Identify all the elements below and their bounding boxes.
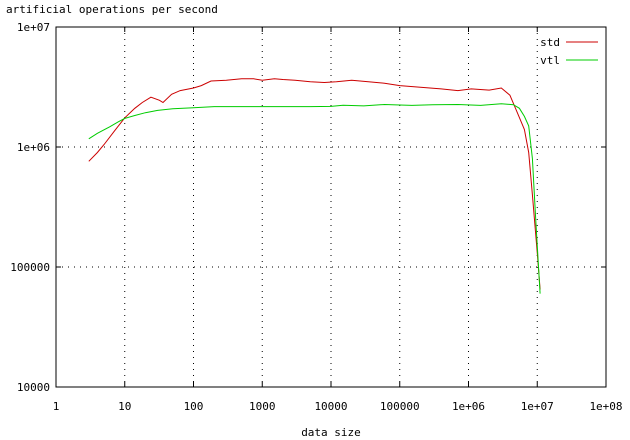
x-tick-label: 1 (53, 400, 60, 413)
y-tick-label: 1e+07 (17, 21, 50, 34)
series-lines (88, 78, 541, 294)
x-tick-label: 100000 (380, 400, 420, 413)
x-tick-label: 1e+06 (452, 400, 485, 413)
series-line-std (88, 78, 541, 290)
series-line-vtl (88, 103, 541, 294)
legend-label-std: std (540, 36, 560, 49)
x-tick-label: 10 (118, 400, 131, 413)
x-tick-label: 10000 (314, 400, 347, 413)
x-tick-label: 1e+08 (589, 400, 622, 413)
y-tick-label: 10000 (17, 381, 50, 394)
x-tick-label: 100 (184, 400, 204, 413)
ticks: 1 10 100 1000 10000 100000 1e+06 1e+07 1e+08 1000… (10, 21, 622, 413)
chart-title: artificial operations per second (6, 3, 218, 16)
legend-label-vtl: vtl (540, 54, 560, 67)
grid (56, 27, 606, 387)
x-axis-label: data size (301, 426, 361, 439)
legend: std vtl (540, 36, 598, 67)
y-tick-label: 100000 (10, 261, 50, 274)
y-tick-label: 1e+06 (17, 141, 50, 154)
x-tick-label: 1e+07 (521, 400, 554, 413)
x-tick-label: 1000 (249, 400, 276, 413)
